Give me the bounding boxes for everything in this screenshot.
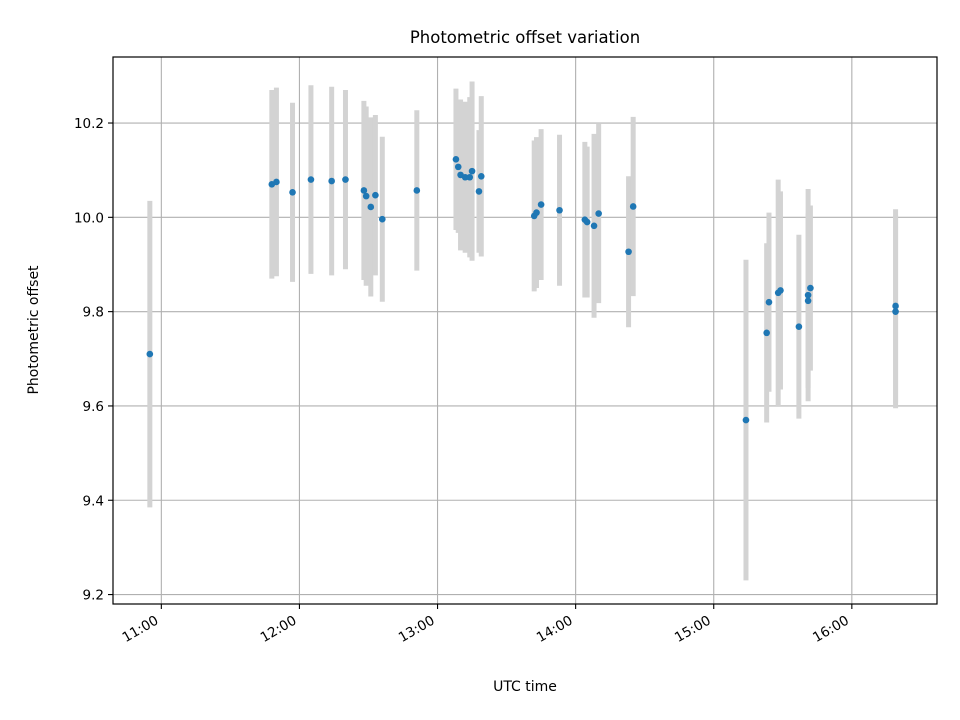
data-point [590, 222, 598, 230]
data-point [477, 173, 485, 180]
y-tick-label: 10.0 [74, 210, 104, 226]
data-point [360, 187, 368, 194]
data-point [777, 287, 784, 294]
data-point [892, 302, 899, 310]
data-point [372, 191, 379, 199]
y-axis-label: Photometric offset [26, 265, 42, 395]
data-point [461, 173, 469, 181]
y-tick-label: 9.2 [83, 588, 104, 604]
data-point [807, 284, 814, 292]
y-tick-label: 9.4 [83, 493, 104, 509]
data-point [454, 163, 462, 171]
x-axis-label: UTC time [493, 679, 557, 695]
data-point [362, 192, 370, 200]
data-point [765, 298, 773, 306]
plot-frame [112, 56, 938, 605]
data-point [583, 218, 591, 226]
data-point [804, 291, 812, 299]
y-tick-label: 10.2 [74, 116, 104, 132]
data-point [625, 248, 632, 256]
data-point [537, 201, 545, 208]
data-point [452, 156, 460, 163]
data-point [804, 297, 812, 305]
data-points [146, 156, 899, 424]
data-point [146, 350, 154, 358]
data-point [595, 210, 602, 217]
chart-title: Photometric offset variation [410, 28, 640, 47]
data-point [533, 209, 540, 216]
data-point [468, 167, 476, 175]
y-tick-label: 9.6 [83, 399, 104, 415]
data-point [475, 188, 483, 195]
data-point [413, 187, 421, 194]
data-point [892, 308, 899, 315]
y-tick-label: 9.8 [83, 305, 104, 321]
data-point [342, 176, 349, 183]
data-point [307, 176, 315, 183]
data-point [328, 177, 335, 185]
data-point [763, 329, 770, 337]
data-point [378, 215, 386, 223]
data-point [289, 189, 296, 196]
data-point [629, 203, 637, 210]
data-point [556, 206, 563, 214]
data-point [466, 173, 474, 181]
data-point [273, 178, 280, 186]
data-point [795, 323, 803, 331]
data-point [367, 203, 375, 211]
data-point [742, 416, 750, 424]
